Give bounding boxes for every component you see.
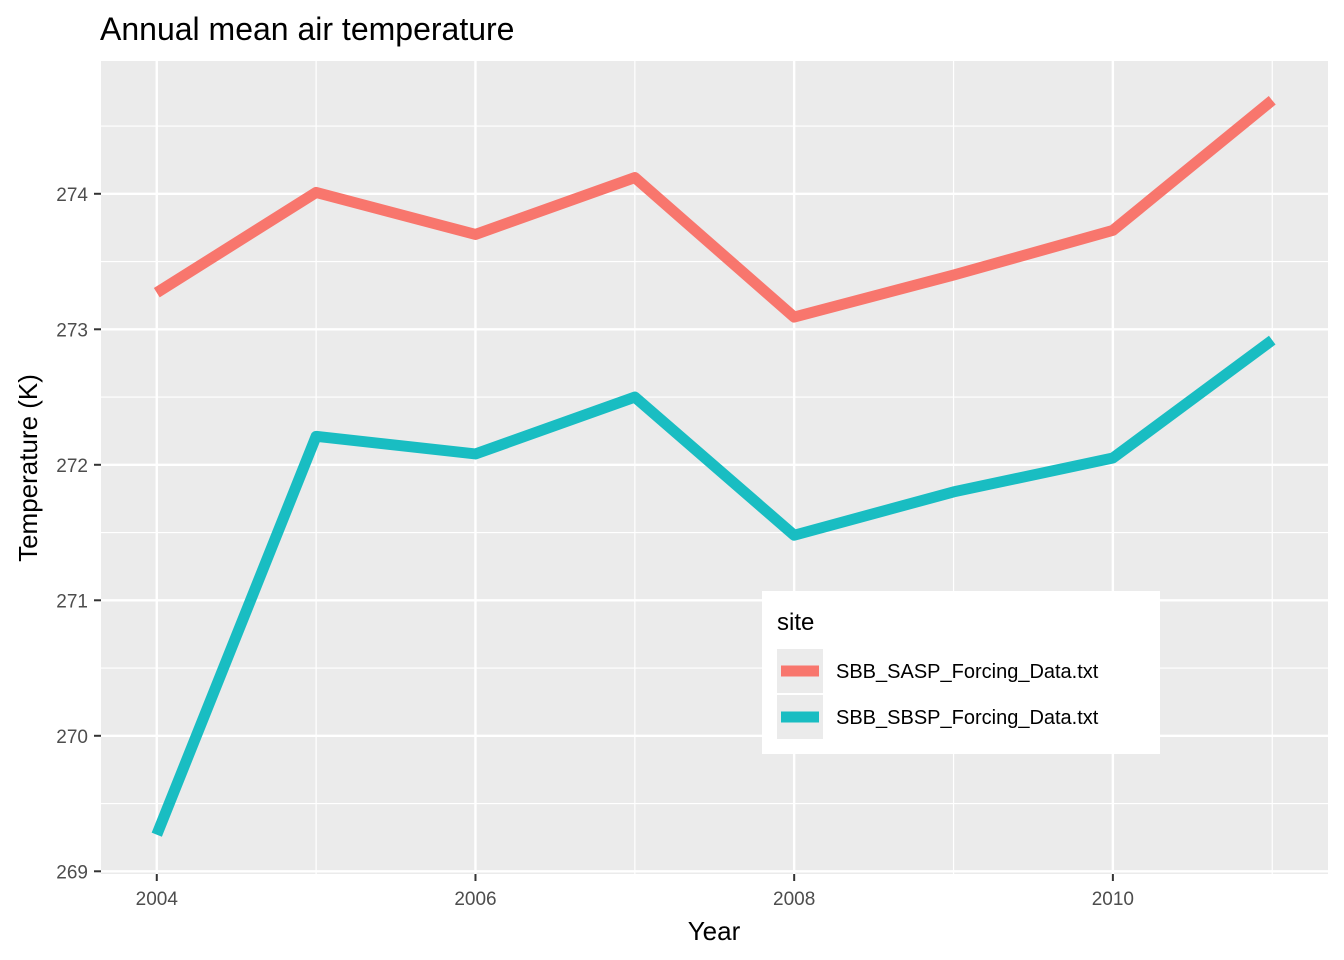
axis-ticks [94, 192, 1114, 881]
legend-box [762, 591, 1160, 754]
y-tick-label: 270 [56, 727, 88, 748]
y-tick-label: 269 [56, 862, 88, 883]
y-tick-labels: 269 270 271 272 273 274 [56, 185, 88, 883]
minor-gridlines [101, 61, 1328, 874]
x-tick-labels: 2004 2006 2008 2010 [136, 889, 1134, 910]
legend: site SBB_SASP_Forcing_Data.txt SBB_SBSP_F… [762, 591, 1160, 754]
y-tick-label: 274 [56, 185, 88, 206]
legend-label: SBB_SBSP_Forcing_Data.txt [836, 707, 1099, 729]
chart-title: Annual mean air temperature [100, 11, 514, 47]
legend-title: site [777, 609, 814, 636]
series-lines [151, 96, 1276, 837]
x-tick-label: 2008 [773, 889, 815, 910]
x-axis-title: Year [688, 916, 741, 946]
legend-label: SBB_SASP_Forcing_Data.txt [836, 661, 1099, 683]
y-tick-label: 271 [56, 591, 88, 612]
x-tick-label: 2004 [136, 889, 179, 910]
series-line-1 [153, 96, 1276, 323]
series-line-2 [151, 335, 1276, 837]
y-axis-title: Temperature (K) [13, 374, 43, 562]
x-tick-label: 2010 [1092, 889, 1134, 910]
y-tick-label: 273 [56, 320, 88, 341]
y-tick-label: 272 [56, 456, 88, 477]
x-tick-label: 2006 [454, 889, 496, 910]
legend-items: SBB_SASP_Forcing_Data.txt SBB_SBSP_Forcin… [777, 649, 1099, 739]
